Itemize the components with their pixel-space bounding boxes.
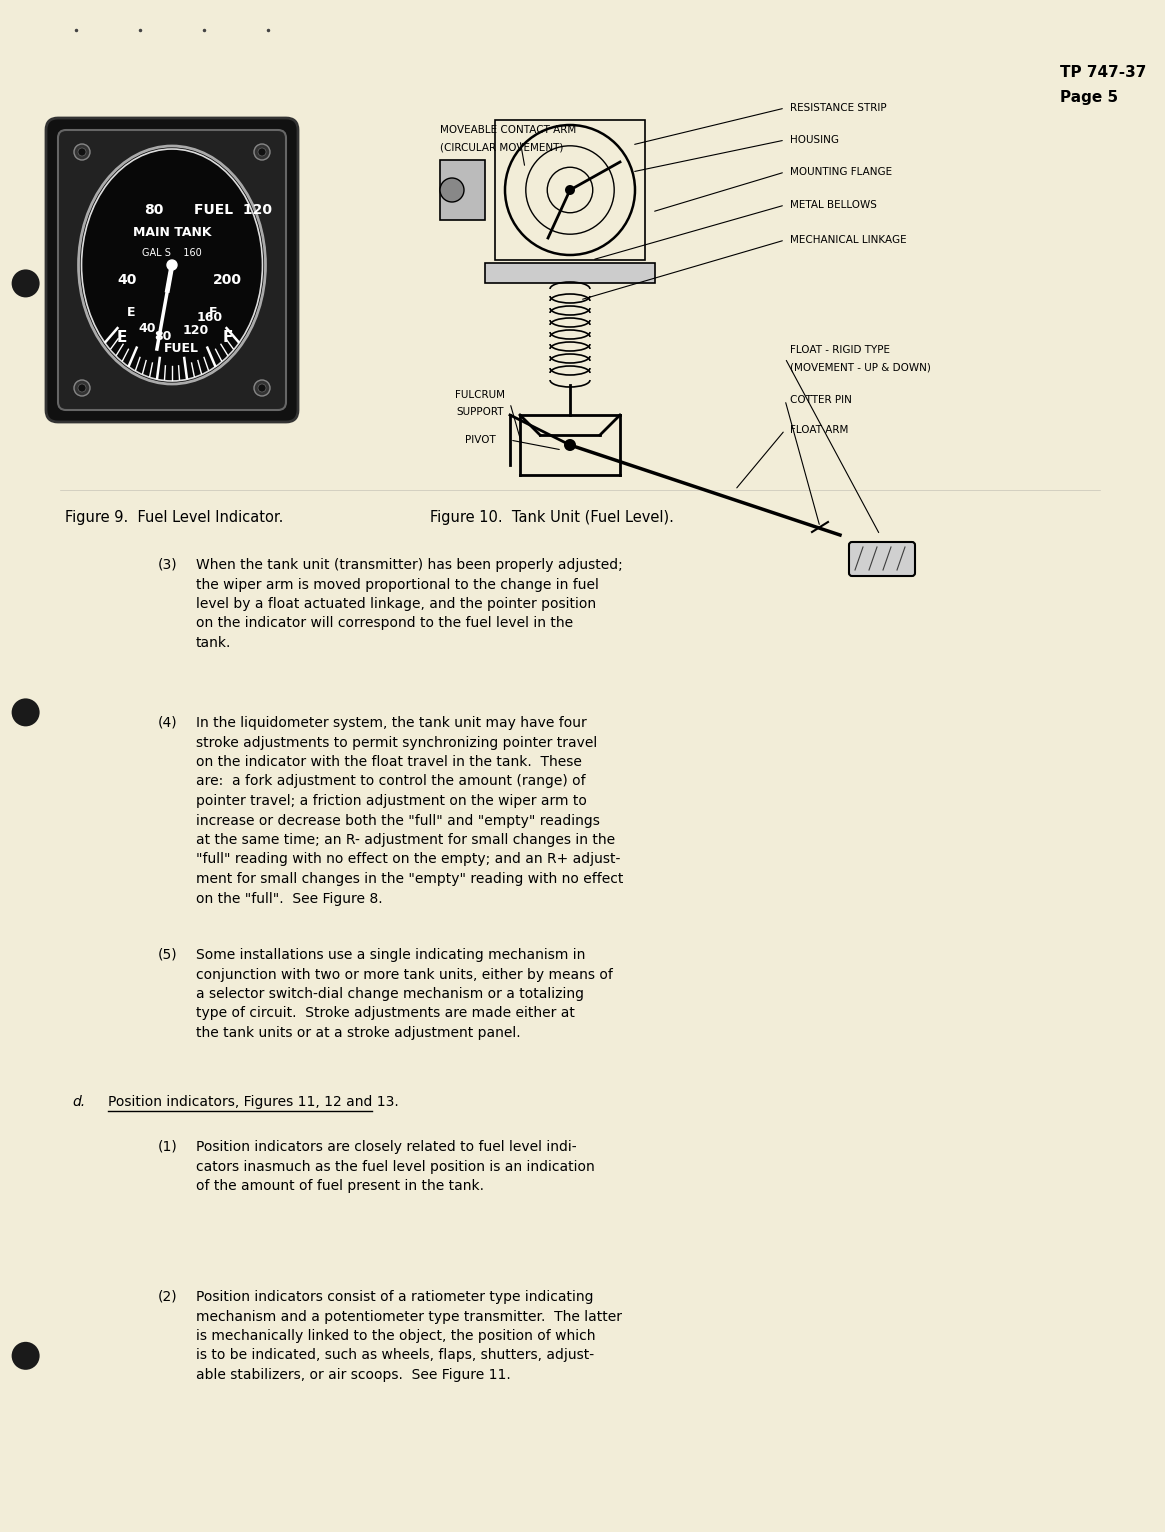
Text: TP 747-37: TP 747-37 xyxy=(1060,64,1146,80)
Circle shape xyxy=(78,149,86,156)
Text: E: E xyxy=(116,329,127,345)
Text: 80: 80 xyxy=(155,329,172,343)
Text: HOUSING: HOUSING xyxy=(790,135,839,146)
Circle shape xyxy=(565,185,576,195)
Text: METAL BELLOWS: METAL BELLOWS xyxy=(790,201,877,210)
Text: 40: 40 xyxy=(118,273,136,286)
Text: 160: 160 xyxy=(197,311,223,323)
Circle shape xyxy=(257,149,266,156)
Text: MECHANICAL LINKAGE: MECHANICAL LINKAGE xyxy=(790,234,906,245)
Text: 200: 200 xyxy=(212,273,241,286)
Text: Position indicators are closely related to fuel level indi-
cators inasmuch as t: Position indicators are closely related … xyxy=(196,1140,595,1193)
Ellipse shape xyxy=(78,146,266,385)
Circle shape xyxy=(254,380,270,395)
Circle shape xyxy=(12,270,40,297)
Text: RESISTANCE STRIP: RESISTANCE STRIP xyxy=(790,103,887,113)
Text: In the liquidometer system, the tank unit may have four
stroke adjustments to pe: In the liquidometer system, the tank uni… xyxy=(196,715,623,905)
FancyBboxPatch shape xyxy=(849,542,915,576)
Text: FLOAT - RIGID TYPE: FLOAT - RIGID TYPE xyxy=(790,345,890,355)
Text: (CIRCULAR MOVEMENT): (CIRCULAR MOVEMENT) xyxy=(440,142,564,153)
Text: COTTER PIN: COTTER PIN xyxy=(790,395,852,404)
Text: d.: d. xyxy=(72,1095,85,1109)
Circle shape xyxy=(12,699,40,726)
Text: (3): (3) xyxy=(158,558,177,571)
Text: MOUNTING FLANGE: MOUNTING FLANGE xyxy=(790,167,892,178)
Text: (1): (1) xyxy=(158,1140,178,1154)
FancyBboxPatch shape xyxy=(58,130,285,411)
Circle shape xyxy=(257,385,266,392)
Text: FULCRUM: FULCRUM xyxy=(456,391,504,400)
Circle shape xyxy=(254,144,270,159)
Text: FUEL  120: FUEL 120 xyxy=(195,204,271,218)
Bar xyxy=(440,159,485,221)
Circle shape xyxy=(12,1342,40,1370)
Bar xyxy=(495,119,645,260)
Text: SUPPORT: SUPPORT xyxy=(457,408,503,417)
Text: F: F xyxy=(223,329,233,345)
Text: (5): (5) xyxy=(158,948,177,962)
FancyBboxPatch shape xyxy=(45,118,298,421)
Circle shape xyxy=(564,440,576,450)
Circle shape xyxy=(78,385,86,392)
Text: MOVEABLE CONTACT ARM: MOVEABLE CONTACT ARM xyxy=(440,126,577,135)
Text: (MOVEMENT - UP & DOWN): (MOVEMENT - UP & DOWN) xyxy=(790,363,931,372)
Text: FLOAT ARM: FLOAT ARM xyxy=(790,424,848,435)
Circle shape xyxy=(75,380,90,395)
Bar xyxy=(485,264,655,283)
Text: Position indicators consist of a ratiometer type indicating
mechanism and a pote: Position indicators consist of a ratiome… xyxy=(196,1290,622,1382)
Text: Position indicators, Figures 11, 12 and 13.: Position indicators, Figures 11, 12 and … xyxy=(108,1095,398,1109)
Text: Page 5: Page 5 xyxy=(1060,90,1118,106)
Text: E: E xyxy=(127,306,135,319)
Text: Figure 9.  Fuel Level Indicator.: Figure 9. Fuel Level Indicator. xyxy=(65,510,283,525)
Text: Figure 10.  Tank Unit (Fuel Level).: Figure 10. Tank Unit (Fuel Level). xyxy=(430,510,673,525)
Text: GAL S    160: GAL S 160 xyxy=(142,248,202,257)
Text: 120: 120 xyxy=(183,325,209,337)
Text: PIVOT: PIVOT xyxy=(465,435,495,444)
Text: (2): (2) xyxy=(158,1290,177,1304)
Text: Some installations use a single indicating mechanism in
conjunction with two or : Some installations use a single indicati… xyxy=(196,948,613,1040)
Text: 80: 80 xyxy=(144,204,164,218)
Circle shape xyxy=(440,178,464,202)
Text: F: F xyxy=(209,306,218,319)
Text: MAIN TANK: MAIN TANK xyxy=(133,227,211,239)
Text: FUEL: FUEL xyxy=(163,342,198,354)
Text: 40: 40 xyxy=(139,322,156,336)
Circle shape xyxy=(75,144,90,159)
Text: When the tank unit (transmitter) has been properly adjusted;
the wiper arm is mo: When the tank unit (transmitter) has bee… xyxy=(196,558,623,650)
Text: (4): (4) xyxy=(158,715,177,731)
Circle shape xyxy=(167,260,177,270)
